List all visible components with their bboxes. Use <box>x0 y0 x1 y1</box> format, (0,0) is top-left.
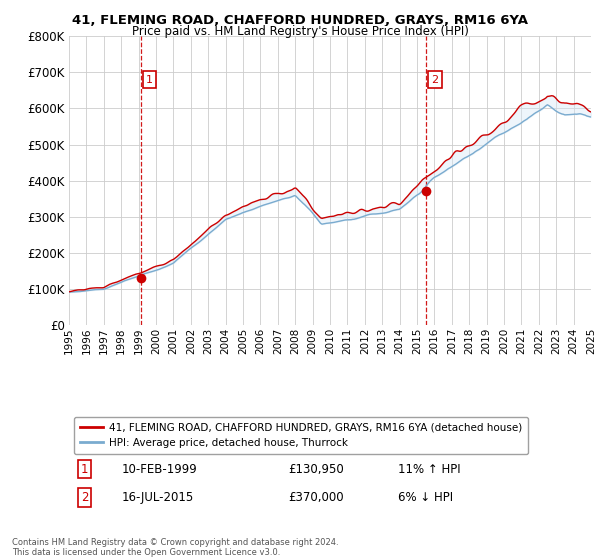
Text: Contains HM Land Registry data © Crown copyright and database right 2024.
This d: Contains HM Land Registry data © Crown c… <box>12 538 338 557</box>
Text: Price paid vs. HM Land Registry's House Price Index (HPI): Price paid vs. HM Land Registry's House … <box>131 25 469 38</box>
Text: £130,950: £130,950 <box>288 463 344 475</box>
Text: 2: 2 <box>431 74 439 85</box>
Text: £370,000: £370,000 <box>288 491 344 505</box>
Text: 11% ↑ HPI: 11% ↑ HPI <box>398 463 460 475</box>
Legend: 41, FLEMING ROAD, CHAFFORD HUNDRED, GRAYS, RM16 6YA (detached house), HPI: Avera: 41, FLEMING ROAD, CHAFFORD HUNDRED, GRAY… <box>74 417 528 454</box>
Text: 1: 1 <box>81 463 88 475</box>
Text: 10-FEB-1999: 10-FEB-1999 <box>121 463 197 475</box>
Text: 41, FLEMING ROAD, CHAFFORD HUNDRED, GRAYS, RM16 6YA: 41, FLEMING ROAD, CHAFFORD HUNDRED, GRAY… <box>72 14 528 27</box>
Text: 16-JUL-2015: 16-JUL-2015 <box>121 491 193 505</box>
Text: 2: 2 <box>81 491 88 505</box>
Text: 6% ↓ HPI: 6% ↓ HPI <box>398 491 453 505</box>
Text: 1: 1 <box>146 74 153 85</box>
